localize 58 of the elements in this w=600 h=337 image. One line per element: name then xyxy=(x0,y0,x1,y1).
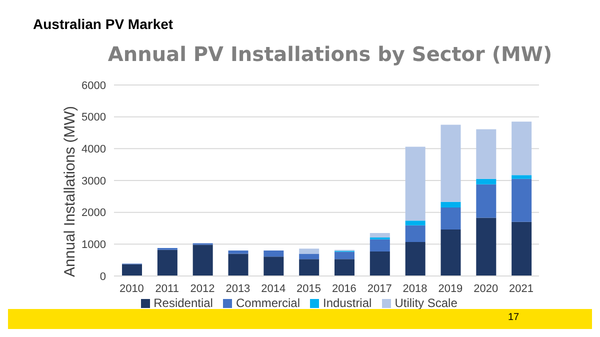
bar xyxy=(512,222,532,276)
bar xyxy=(512,178,532,222)
bar xyxy=(299,259,320,276)
legend-label: Utility Scale xyxy=(394,296,458,310)
x-tick-label: 2021 xyxy=(509,282,534,295)
y-axis-title: Annual Installations (MW) xyxy=(62,105,78,279)
y-tick-label: 2000 xyxy=(82,207,106,220)
bar xyxy=(334,252,354,260)
bar xyxy=(440,208,461,230)
bar xyxy=(192,244,213,276)
bar xyxy=(512,122,532,176)
text: 17 xyxy=(508,312,520,323)
bar xyxy=(440,124,461,202)
bar xyxy=(512,175,532,179)
legend-label: Residential xyxy=(154,296,213,310)
bar xyxy=(334,259,354,276)
bar xyxy=(440,230,461,276)
y-tick-label: 0 xyxy=(100,270,106,283)
bar xyxy=(476,178,496,184)
bar xyxy=(299,254,320,260)
bar xyxy=(405,225,426,242)
bar xyxy=(228,254,248,276)
bar xyxy=(228,250,248,254)
x-tick-label: 2016 xyxy=(332,282,356,295)
bar xyxy=(405,220,426,226)
x-tick-label: 2010 xyxy=(119,282,144,295)
bar xyxy=(476,129,496,179)
bar xyxy=(264,250,284,257)
y-tick-label: 1000 xyxy=(82,239,106,252)
bar xyxy=(405,146,426,221)
bar xyxy=(440,202,461,208)
x-tick-label: 2014 xyxy=(261,282,286,295)
chart-title: Australian PV Market xyxy=(33,16,174,32)
bar xyxy=(476,184,496,218)
bar xyxy=(370,251,390,276)
chart-subtitle: Annual PV Installations by Sector (MW) xyxy=(106,42,554,66)
bar xyxy=(157,250,178,276)
x-tick-label: 2012 xyxy=(190,282,215,295)
legend-label: Industrial xyxy=(323,296,372,310)
x-tick-label: 2017 xyxy=(367,282,392,295)
y-tick-label: 4000 xyxy=(82,144,106,156)
x-tick-label: 2018 xyxy=(402,282,428,295)
bar xyxy=(370,239,390,252)
bar xyxy=(405,242,426,276)
y-tick-label: 3000 xyxy=(82,175,106,188)
y-tick-label: 5000 xyxy=(82,112,106,124)
bar xyxy=(476,218,496,276)
bar xyxy=(370,233,390,238)
legend-label: Commercial xyxy=(236,296,300,310)
x-tick-label: 2019 xyxy=(438,282,463,295)
x-tick-label: 2011 xyxy=(155,282,179,295)
x-tick-label: 2020 xyxy=(474,282,498,295)
x-tick-label: 2015 xyxy=(296,282,322,295)
y-tick-label: 6000 xyxy=(82,80,106,92)
bar xyxy=(299,248,320,254)
bar xyxy=(122,264,142,276)
bar xyxy=(264,256,284,276)
x-tick-label: 2013 xyxy=(226,282,250,295)
